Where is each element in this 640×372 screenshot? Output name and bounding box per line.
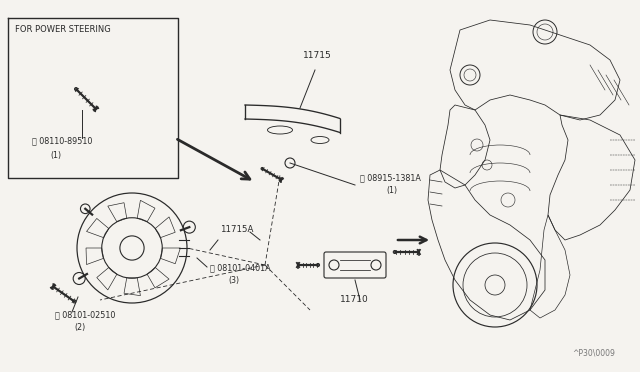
Text: (1): (1) — [386, 186, 397, 195]
Text: 11715A: 11715A — [220, 225, 253, 234]
Text: (3): (3) — [228, 276, 239, 285]
Text: 11715: 11715 — [303, 51, 332, 60]
Text: Ⓑ 08101-0401A: Ⓑ 08101-0401A — [210, 263, 271, 272]
Text: Ⓑ 08110-89510: Ⓑ 08110-89510 — [32, 136, 92, 145]
Text: Ⓑ 08101-02510: Ⓑ 08101-02510 — [55, 310, 115, 319]
Text: FOR POWER STEERING: FOR POWER STEERING — [15, 25, 111, 34]
Text: 11710: 11710 — [340, 295, 369, 304]
Text: (2): (2) — [74, 323, 85, 332]
Text: Ⓗ 08915-1381A: Ⓗ 08915-1381A — [360, 173, 421, 182]
Text: ^P30\0009: ^P30\0009 — [572, 349, 615, 358]
Text: (1): (1) — [50, 151, 61, 160]
